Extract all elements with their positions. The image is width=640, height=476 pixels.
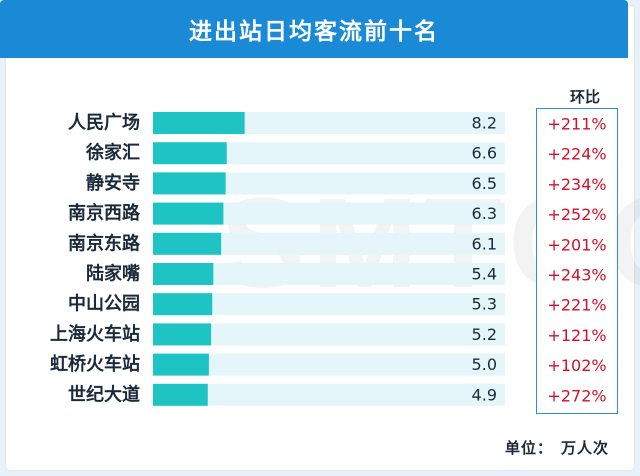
- ratio-header: 环比: [569, 88, 600, 106]
- ratio-label: +211%: [547, 115, 606, 134]
- bar: [153, 353, 209, 376]
- bar: [153, 112, 245, 134]
- value-label: 6.3: [472, 204, 497, 223]
- bar-track: [153, 142, 505, 165]
- value-label: 5.3: [472, 295, 497, 314]
- bar-track: [153, 263, 505, 285]
- bar: [153, 323, 212, 346]
- ratio-label: +252%: [547, 205, 606, 224]
- ratio-label: +272%: [547, 386, 606, 405]
- value-label: 5.0: [472, 355, 497, 374]
- ratio-label: +221%: [547, 296, 606, 315]
- value-label: 6.5: [472, 174, 497, 193]
- value-label: 6.1: [472, 234, 497, 253]
- value-label: 4.9: [472, 385, 497, 404]
- category-label: 南京东路: [68, 232, 141, 254]
- bar: [153, 383, 208, 406]
- bar-track: [153, 172, 505, 195]
- bar: [153, 232, 222, 255]
- unit-note: 单位： 万人次: [505, 437, 609, 458]
- value-label: 6.6: [472, 144, 497, 163]
- bar: [153, 263, 214, 285]
- bar-track: [153, 293, 505, 316]
- category-label: 中山公园: [68, 293, 140, 315]
- category-label: 上海火车站: [50, 323, 140, 345]
- bar: [153, 172, 226, 195]
- bar: [153, 293, 213, 316]
- value-label: 8.2: [472, 114, 497, 133]
- ratio-label: +224%: [547, 145, 606, 164]
- value-label: 5.2: [472, 325, 497, 344]
- bar-track: [153, 383, 505, 406]
- category-label: 陆家嘴: [86, 263, 140, 285]
- bar-track: [153, 202, 505, 225]
- ratio-label: +121%: [547, 326, 606, 345]
- category-label: 人民广场: [68, 112, 140, 134]
- unit-label: 单位：: [505, 439, 554, 457]
- ratio-label: +243%: [547, 266, 606, 285]
- value-label: 5.4: [472, 265, 497, 284]
- category-label: 徐家汇: [85, 142, 140, 164]
- ratio-label: +102%: [547, 356, 606, 375]
- bar: [153, 142, 227, 165]
- bar-track: [153, 232, 505, 255]
- ratio-label: +234%: [547, 175, 606, 194]
- category-label: 南京西路: [68, 202, 141, 224]
- category-label: 世纪大道: [68, 383, 140, 405]
- bar-track: [153, 353, 505, 376]
- ratio-column-box: [536, 108, 618, 414]
- ratio-label: +201%: [547, 235, 606, 254]
- category-label: 静安寺: [86, 172, 140, 194]
- chart-title: 进出站日均客流前十名: [0, 0, 628, 58]
- bar: [153, 202, 224, 225]
- unit-value: 万人次: [561, 439, 610, 457]
- category-label: 虹桥火车站: [50, 353, 140, 375]
- bar-track: [153, 323, 505, 346]
